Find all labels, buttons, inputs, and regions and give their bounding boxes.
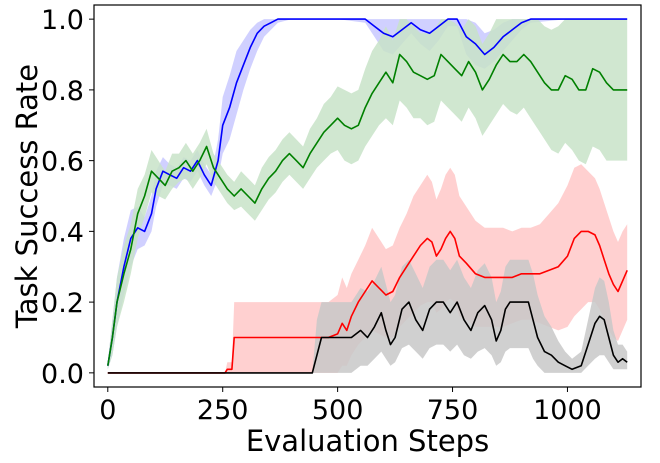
- x-tick-label: 500: [312, 395, 364, 426]
- confidence-bands: [107, 19, 628, 373]
- y-tick-label: 0.2: [41, 288, 84, 319]
- band-series-2: [107, 19, 628, 370]
- line-series-4: [107, 301, 628, 374]
- y-axis-label: Task Success Rate: [10, 64, 44, 329]
- y-tick-label: 0.6: [41, 147, 84, 178]
- band-series-1: [107, 19, 628, 370]
- y-axis-ticks: 0.0 0.2 0.4 0.6 0.8 1.0: [41, 5, 94, 390]
- x-axis-ticks: 0 250 500 750 1000: [99, 387, 602, 426]
- y-tick-label: 0.4: [41, 217, 84, 248]
- y-tick-label: 1.0: [41, 5, 84, 36]
- y-tick-label: 0.0: [41, 359, 84, 390]
- x-tick-label: 1000: [533, 395, 602, 426]
- series-lines: [107, 18, 628, 374]
- x-tick-label: 750: [427, 395, 479, 426]
- x-tick-label: 250: [197, 395, 249, 426]
- line-series-1: [107, 18, 628, 366]
- x-tick-label: 0: [99, 395, 116, 426]
- x-axis-label: Evaluation Steps: [246, 424, 489, 458]
- plot-frame: [93, 4, 642, 388]
- y-tick-label: 0.8: [41, 76, 84, 107]
- band-series-4: [107, 259, 628, 373]
- line-series-2: [107, 53, 628, 366]
